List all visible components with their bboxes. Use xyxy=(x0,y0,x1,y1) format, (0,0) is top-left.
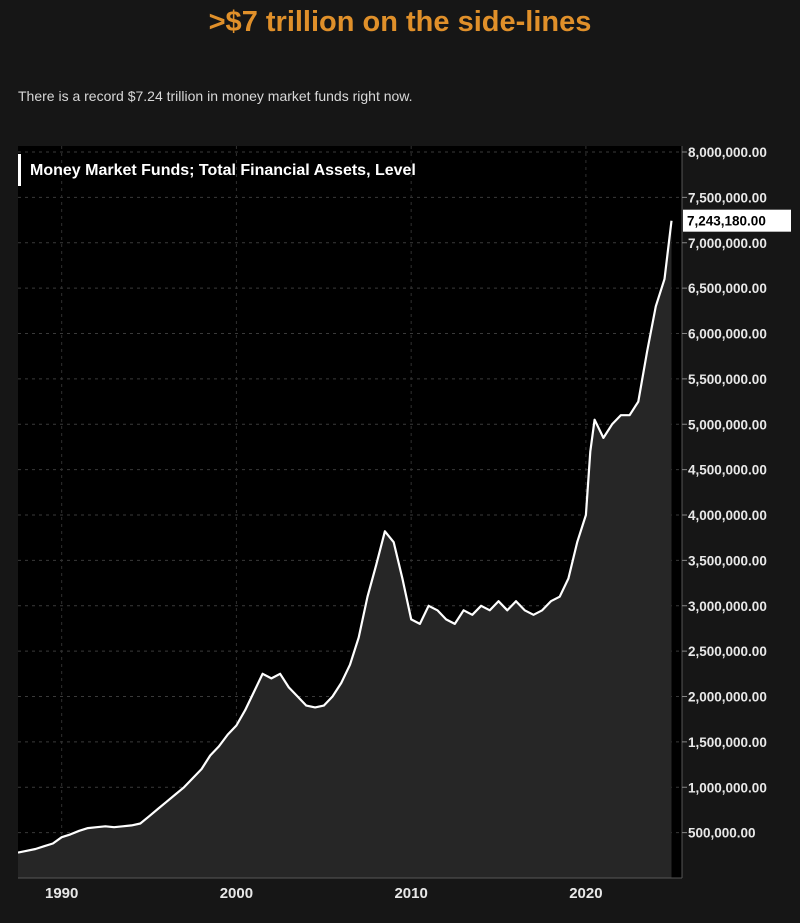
x-axis-ticks: 1990 2000 2010 2020 xyxy=(45,885,603,902)
page-headline: >$7 trillion on the side-lines xyxy=(208,6,592,38)
last-value-badge-box xyxy=(683,209,791,232)
y-tick-label: 3,500,000.00 xyxy=(688,553,767,568)
y-tick-label: 5,000,000.00 xyxy=(688,417,767,432)
page-subline: There is a record $7.24 trillion in mone… xyxy=(18,88,413,104)
chart-title: Money Market Funds; Total Financial Asse… xyxy=(30,162,416,179)
series-area xyxy=(18,220,672,878)
money-market-chart: 500,000.00 1,000,000.00 1,500,000.00 2,000,… xyxy=(18,146,791,902)
y-tick-label: 6,500,000.00 xyxy=(688,281,767,296)
x-tick-label: 2000 xyxy=(220,885,253,902)
y-tick-label: 6,000,000.00 xyxy=(688,327,767,342)
title-marker xyxy=(18,154,21,186)
y-tick-label: 4,000,000.00 xyxy=(688,508,767,523)
y-tick-label: 7,500,000.00 xyxy=(688,190,767,205)
series-line xyxy=(18,220,673,854)
y-tick-label: 7,000,000.00 xyxy=(688,236,767,251)
y-tick-label: 4,500,000.00 xyxy=(688,463,767,478)
y-tick-label: 500,000.00 xyxy=(688,826,756,841)
y-tick-label: 8,000,000.00 xyxy=(688,146,767,160)
y-tick-label: 2,500,000.00 xyxy=(688,644,767,659)
x-tick-label: 2020 xyxy=(569,885,602,902)
x-tick-label: 1990 xyxy=(45,885,78,902)
y-tick-label: 1,000,000.00 xyxy=(688,780,767,795)
y-tick-label: 1,500,000.00 xyxy=(688,735,767,750)
y-tick-label: 3,000,000.00 xyxy=(688,599,767,614)
y-tick-label: 2,000,000.00 xyxy=(688,690,767,705)
last-value-label: 7,243,180.00 xyxy=(687,214,766,229)
last-value-badge: 7,243,180.00 xyxy=(683,209,791,232)
y-tick-label: 5,500,000.00 xyxy=(688,372,767,387)
y-axis-ticks: 500,000.00 1,000,000.00 1,500,000.00 2,000,… xyxy=(682,146,767,841)
x-tick-label: 2010 xyxy=(394,885,427,902)
chart-panel: 500,000.00 1,000,000.00 1,500,000.00 2,000,… xyxy=(18,146,800,923)
